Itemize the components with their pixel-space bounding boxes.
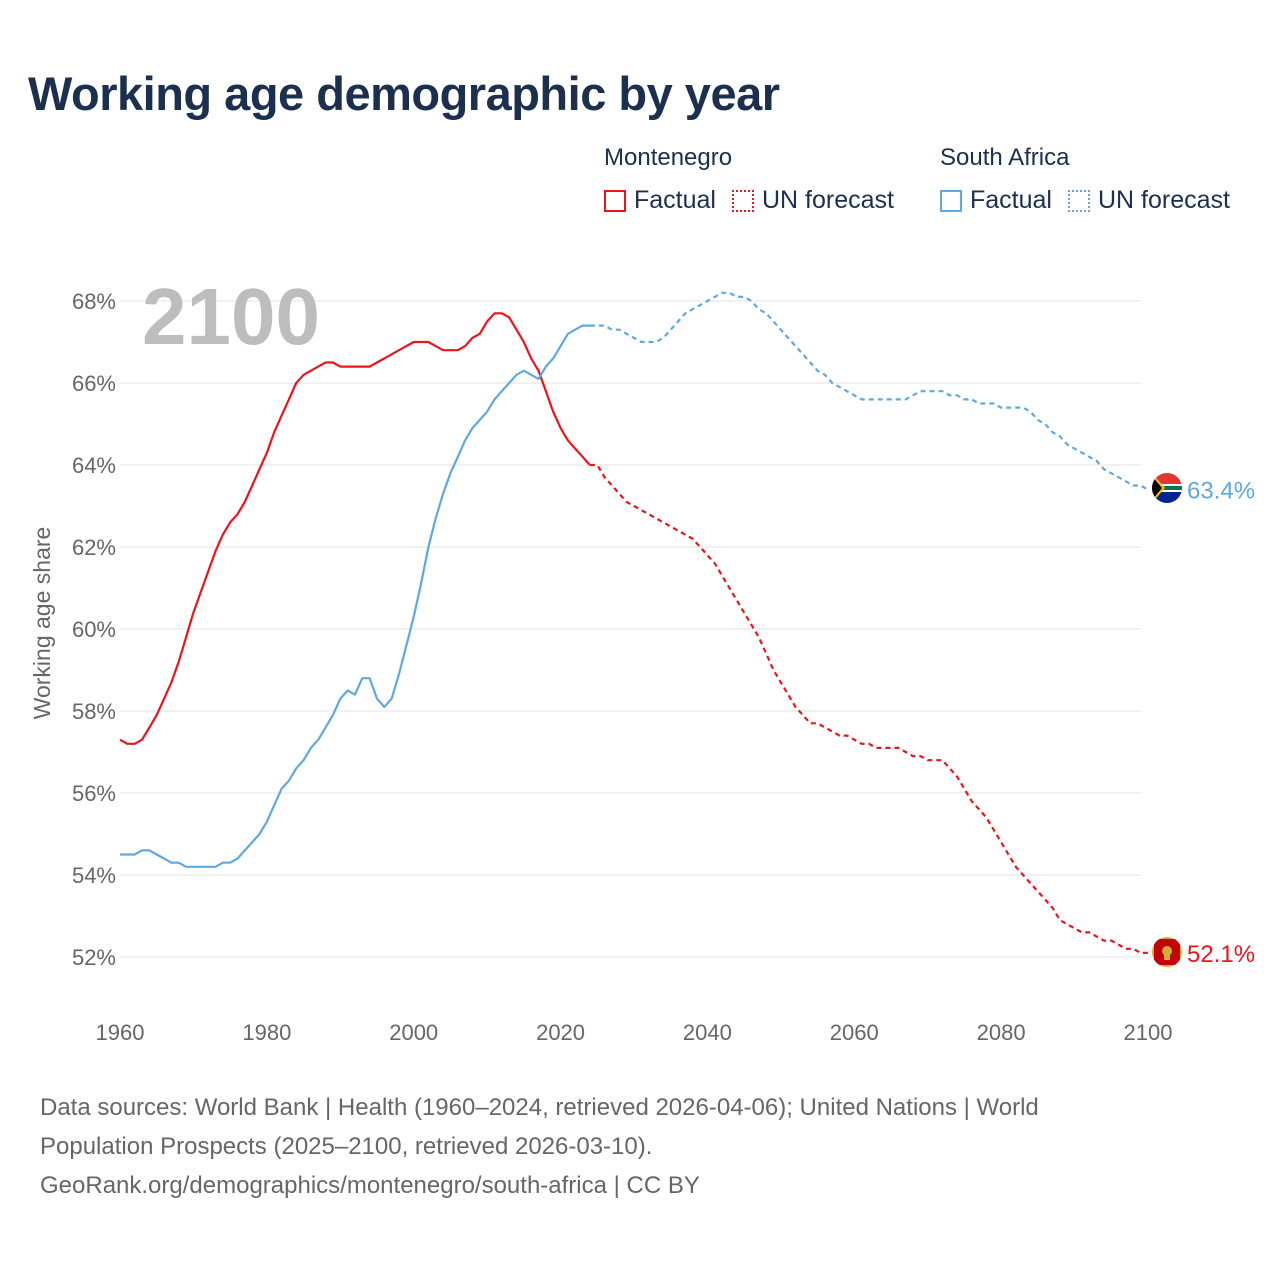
- year-display: 2100: [142, 272, 320, 361]
- x-tick-label: 1980: [242, 1020, 291, 1045]
- x-tick-label: 2100: [1123, 1020, 1172, 1045]
- legend-group-name: Montenegro: [604, 144, 733, 171]
- y-tick-label: 68%: [72, 289, 116, 314]
- legend-item-montenegro-factual[interactable]: Factual: [604, 186, 716, 215]
- footer-sources: Data sources: World Bank | Health (1960–…: [40, 1088, 1240, 1205]
- y-tick-label: 62%: [72, 535, 116, 560]
- end-value-label-montenegro: 52.1%: [1187, 941, 1255, 968]
- y-tick-label: 60%: [72, 617, 116, 642]
- x-tick-label: 2060: [830, 1020, 879, 1045]
- x-tick-label: 2020: [536, 1020, 585, 1045]
- legend-swatch-dotted: [731, 189, 754, 212]
- y-tick-label: 64%: [72, 453, 116, 478]
- footer-line-3[interactable]: GeoRank.org/demographics/montenegro/sout…: [40, 1172, 700, 1199]
- legend-item-montenegro-forecast[interactable]: UN forecast: [731, 186, 894, 215]
- legend-swatch-solid: [604, 189, 626, 212]
- legend-item-south-africa-factual[interactable]: Factual: [940, 186, 1052, 215]
- series-layer: 52.1% 63.4%: [119, 291, 1255, 968]
- y-tick-label: 54%: [72, 863, 116, 888]
- end-value-label-south-africa: 63.4%: [1187, 478, 1255, 505]
- legend-label: UN forecast: [1097, 186, 1230, 214]
- legend-label: Factual: [970, 186, 1052, 214]
- legend-group-name: South Africa: [940, 144, 1070, 171]
- x-axis: 1960 1980 2000 2020 2040 2060 2080 2100: [96, 1020, 1173, 1045]
- montenegro-flag-icon: [1152, 937, 1182, 967]
- legend-label: Factual: [634, 186, 716, 214]
- line-chart: 52% 54% 56% 58% 60% 62% 64% 66% 68% 2100 Working…: [29, 272, 1255, 1045]
- legend-item-south-africa-forecast[interactable]: UN forecast: [1067, 186, 1230, 215]
- y-axis-title: Working age share: [29, 527, 55, 720]
- chart-title: Working age demographic by year: [28, 67, 780, 120]
- legend-group-south-africa: South Africa Factual UN forecast: [940, 144, 1246, 215]
- footer-line-2: Population Prospects (2025–2100, retriev…: [40, 1133, 653, 1160]
- y-tick-label: 52%: [72, 945, 116, 970]
- x-tick-label: 1960: [96, 1020, 145, 1045]
- series-line-south-africa-forecast: [589, 291, 1149, 491]
- y-tick-label: 58%: [72, 699, 116, 724]
- legend-swatch-solid: [940, 189, 962, 212]
- south-africa-flag-icon: [1152, 473, 1182, 503]
- series-line-montenegro-factual: [119, 312, 591, 745]
- legend-label: UN forecast: [761, 186, 894, 214]
- x-tick-label: 2080: [977, 1020, 1026, 1045]
- grid-layer: 52% 54% 56% 58% 60% 62% 64% 66% 68%: [72, 289, 1141, 970]
- x-tick-label: 2040: [683, 1020, 732, 1045]
- legend-group-montenegro: Montenegro Factual UN forecast: [604, 144, 910, 215]
- footer-line-1: Data sources: World Bank | Health (1960–…: [40, 1094, 1039, 1121]
- series-line-montenegro-forecast: [589, 463, 1148, 954]
- legend-swatch-dotted: [1067, 189, 1090, 212]
- y-tick-label: 66%: [72, 371, 116, 396]
- x-tick-label: 2000: [389, 1020, 438, 1045]
- series-line-south-africa-factual: [120, 324, 590, 868]
- y-tick-label: 56%: [72, 781, 116, 806]
